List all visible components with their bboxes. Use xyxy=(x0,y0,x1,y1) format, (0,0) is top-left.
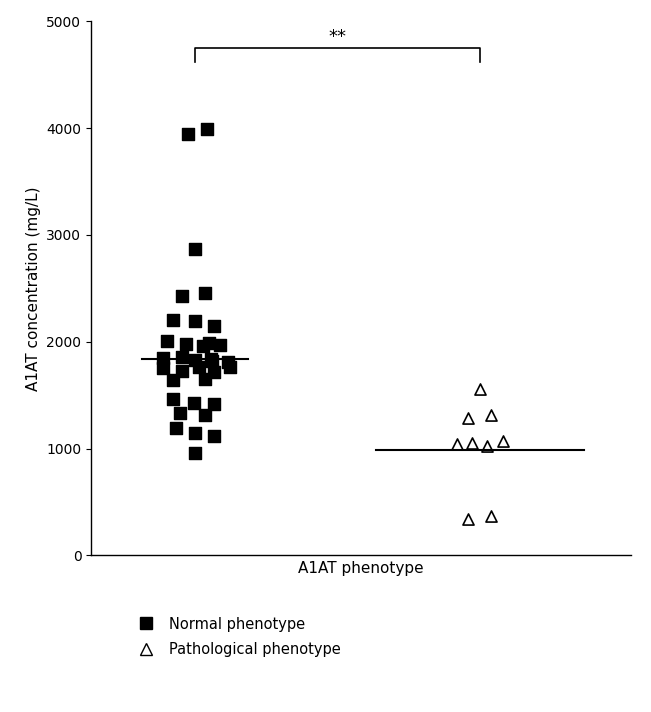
Point xyxy=(200,287,210,298)
Point xyxy=(158,352,169,363)
Point xyxy=(177,290,187,302)
Point xyxy=(177,365,187,376)
Point xyxy=(225,362,235,373)
Point xyxy=(175,407,186,419)
Point xyxy=(167,394,178,405)
Point xyxy=(190,447,201,459)
Point xyxy=(181,338,191,350)
X-axis label: A1AT phenotype: A1AT phenotype xyxy=(299,561,424,576)
Point xyxy=(194,362,204,373)
Point xyxy=(452,439,462,450)
Point xyxy=(202,124,212,135)
Point xyxy=(200,373,210,384)
Point xyxy=(198,340,208,352)
Point xyxy=(190,355,201,366)
Point xyxy=(205,353,215,365)
Point xyxy=(475,383,485,394)
Point xyxy=(204,337,214,348)
Y-axis label: A1AT concentration (mg/L): A1AT concentration (mg/L) xyxy=(26,186,41,391)
Point xyxy=(467,437,477,449)
Point xyxy=(209,430,219,441)
Point xyxy=(200,410,210,422)
Point xyxy=(161,335,172,347)
Point xyxy=(497,435,508,447)
Point xyxy=(207,355,217,367)
Point xyxy=(464,412,474,423)
Point xyxy=(209,320,219,332)
Point xyxy=(209,398,219,409)
Point xyxy=(171,423,182,434)
Point xyxy=(190,244,201,255)
Point xyxy=(183,128,193,140)
Point xyxy=(209,366,219,377)
Point xyxy=(215,340,225,351)
Point xyxy=(188,397,199,408)
Point xyxy=(190,316,201,328)
Point xyxy=(464,513,474,525)
Point xyxy=(190,427,201,439)
Point xyxy=(486,510,496,521)
Point xyxy=(486,410,496,422)
Point xyxy=(482,441,493,452)
Point xyxy=(177,351,187,362)
Point xyxy=(167,375,178,386)
Legend: Normal phenotype, Pathological phenotype: Normal phenotype, Pathological phenotype xyxy=(126,611,347,663)
Point xyxy=(167,315,178,326)
Text: **: ** xyxy=(329,28,346,46)
Point xyxy=(158,363,169,375)
Point xyxy=(223,357,233,368)
